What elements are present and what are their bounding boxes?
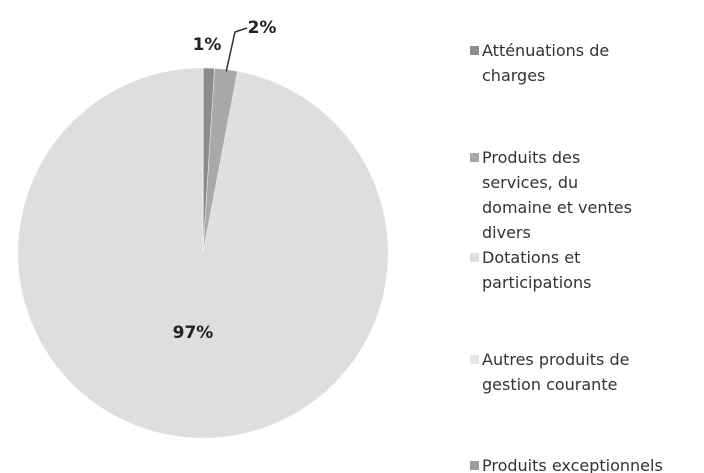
legend-label: Produits exceptionnels (482, 456, 663, 473)
legend-label: Atténuations de charges (482, 41, 610, 85)
legend-item: Produits exceptionnels (470, 453, 663, 473)
legend-item: Atténuations de charges (470, 38, 650, 88)
legend-label: Produits des services, du domaine et ven… (482, 148, 632, 242)
legend-swatch (470, 253, 479, 262)
legend-swatch (470, 355, 479, 364)
leader-line (225, 27, 248, 72)
legend-label: Dotations et participations (482, 248, 592, 292)
data-label: 2% (248, 18, 277, 38)
legend-item: Produits des services, du domaine et ven… (470, 145, 650, 245)
data-label: 1% (193, 35, 222, 55)
legend-item: Dotations et participations (470, 245, 650, 295)
legend-label: Autres produits de gestion courante (482, 350, 630, 394)
data-label: 97% (173, 323, 214, 343)
legend-swatch (470, 461, 479, 470)
legend-swatch (470, 46, 479, 55)
legend-swatch (470, 153, 479, 162)
legend-item: Autres produits de gestion courante (470, 347, 650, 397)
